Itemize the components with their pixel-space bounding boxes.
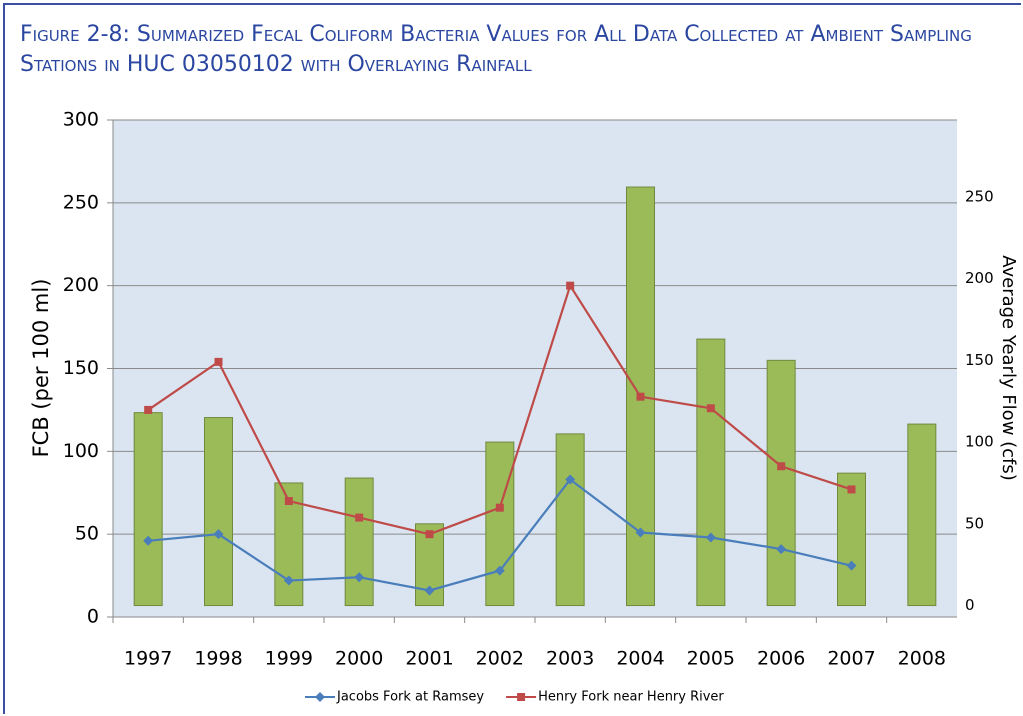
y2-tick-label: 200 [965, 269, 994, 287]
y-axis-label: FCB (per 100 ml) [29, 279, 53, 458]
bar [766, 359, 796, 607]
line-marker [847, 485, 856, 494]
line-marker [144, 405, 153, 414]
bar [555, 433, 585, 607]
line-marker [517, 693, 526, 701]
line-marker [425, 530, 434, 539]
line-marker [354, 572, 365, 583]
y-tick-label: 150 [63, 357, 99, 379]
line-marker [283, 575, 294, 586]
line-marker [143, 535, 154, 546]
line-marker [635, 527, 646, 538]
line-marker [846, 560, 857, 571]
y-tick-label: 300 [63, 109, 99, 131]
line-marker [213, 529, 224, 540]
x-tick-label: 1997 [124, 648, 172, 670]
line-marker [355, 513, 364, 522]
line-marker [284, 497, 293, 506]
x-tick-label: 2000 [335, 648, 383, 670]
line-marker [315, 692, 325, 702]
line-marker [636, 392, 645, 401]
line-marker [776, 544, 787, 555]
y2-tick-label: 250 [965, 187, 994, 205]
x-tick-label: 2004 [616, 648, 664, 670]
y2-axis-label: Average Yearly Flow (cfs) [998, 255, 1019, 481]
y-tick-label: 50 [75, 523, 99, 545]
x-tick-label: 2008 [898, 648, 946, 670]
bar [696, 338, 726, 607]
line-marker [424, 585, 435, 596]
x-tick-label: 2002 [476, 648, 524, 670]
bar [133, 412, 163, 607]
x-tick-label: 2006 [757, 648, 805, 670]
line-marker [565, 474, 576, 485]
x-tick-label: 2005 [687, 648, 735, 670]
frame [3, 3, 1021, 714]
x-tick-label: 1999 [265, 648, 313, 670]
x-tick-label: 2003 [546, 648, 594, 670]
y2-tick-label: 150 [965, 351, 994, 369]
x-tick-label: 2001 [405, 648, 453, 670]
x-tick-label: 2007 [827, 648, 875, 670]
legend-label: Jacobs Fork at Ramsey [336, 690, 484, 705]
line-marker [566, 281, 575, 290]
y2-tick-label: 50 [965, 514, 984, 532]
bar [907, 423, 937, 607]
line-marker [214, 357, 223, 366]
line-marker [777, 462, 786, 471]
line-marker [706, 404, 715, 413]
bar [344, 477, 374, 607]
line-marker [705, 532, 716, 543]
x-tick-label: 1998 [194, 648, 242, 670]
line-marker [494, 565, 505, 576]
bar [837, 472, 866, 607]
y-tick-label: 0 [87, 606, 99, 628]
bar [485, 441, 515, 607]
legend-label: Henry Fork near Henry River [538, 690, 724, 705]
y2-tick-label: 100 [965, 433, 994, 451]
y-tick-label: 250 [63, 191, 99, 213]
line-marker [495, 503, 504, 512]
y-tick-label: 100 [63, 440, 99, 462]
y2-tick-label: 0 [965, 596, 975, 614]
bar [204, 417, 233, 607]
y-tick-label: 200 [63, 274, 99, 296]
chart-title: Figure 2-8: Summarized Fecal Coliform Ba… [20, 22, 972, 77]
